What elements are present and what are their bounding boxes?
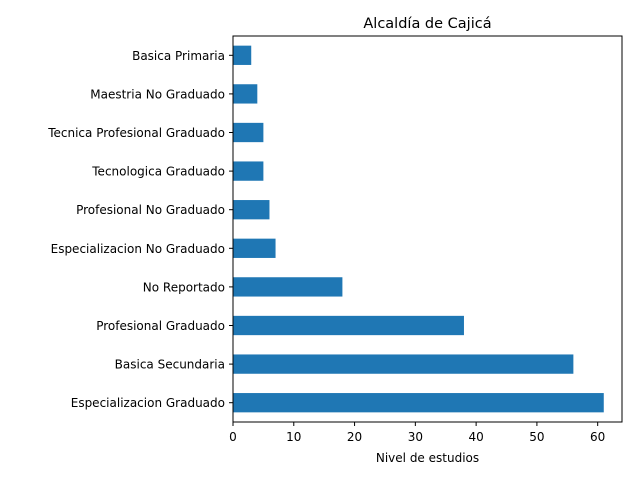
- bar: [233, 84, 258, 104]
- y-tick-label: Profesional Graduado: [96, 319, 225, 333]
- bar: [233, 393, 604, 413]
- y-tick-label: No Reportado: [143, 280, 225, 294]
- bar: [233, 354, 574, 374]
- y-tick-label: Profesional No Graduado: [76, 203, 225, 217]
- plot-frame: [232, 35, 623, 423]
- x-tick-label: 40: [468, 430, 483, 444]
- chart-title: Alcaldía de Cajicá: [363, 16, 491, 32]
- bar: [233, 315, 464, 336]
- bar: [233, 238, 276, 258]
- bars-layer: [233, 45, 604, 413]
- bar: [233, 200, 270, 220]
- y-tick-label: Basica Primaria: [132, 49, 225, 63]
- x-tick-label: 10: [286, 430, 301, 444]
- y-tick-label: Maestria No Graduado: [90, 87, 225, 101]
- x-tick-label: 30: [408, 430, 423, 444]
- x-tick-label: 20: [347, 430, 362, 444]
- x-tick-label: 50: [529, 430, 544, 444]
- bar: [233, 122, 264, 143]
- y-tick-label: Especializacion No Graduado: [51, 242, 225, 256]
- y-tick-label: Especializacion Graduado: [71, 396, 225, 410]
- y-tick-label: Tecnica Profesional Graduado: [47, 126, 225, 140]
- x-axis-label: Nivel de estudios: [376, 451, 479, 465]
- bar: [233, 161, 264, 181]
- bar: [233, 277, 343, 297]
- x-tick-label: 0: [229, 430, 237, 444]
- x-tick-label: 60: [590, 430, 605, 444]
- y-tick-label: Tecnologica Graduado: [91, 165, 225, 179]
- y-tick-label: Basica Secundaria: [115, 358, 225, 372]
- axes-layer: Especializacion Graduado Basica Secundari…: [47, 35, 623, 444]
- bar: [233, 45, 252, 65]
